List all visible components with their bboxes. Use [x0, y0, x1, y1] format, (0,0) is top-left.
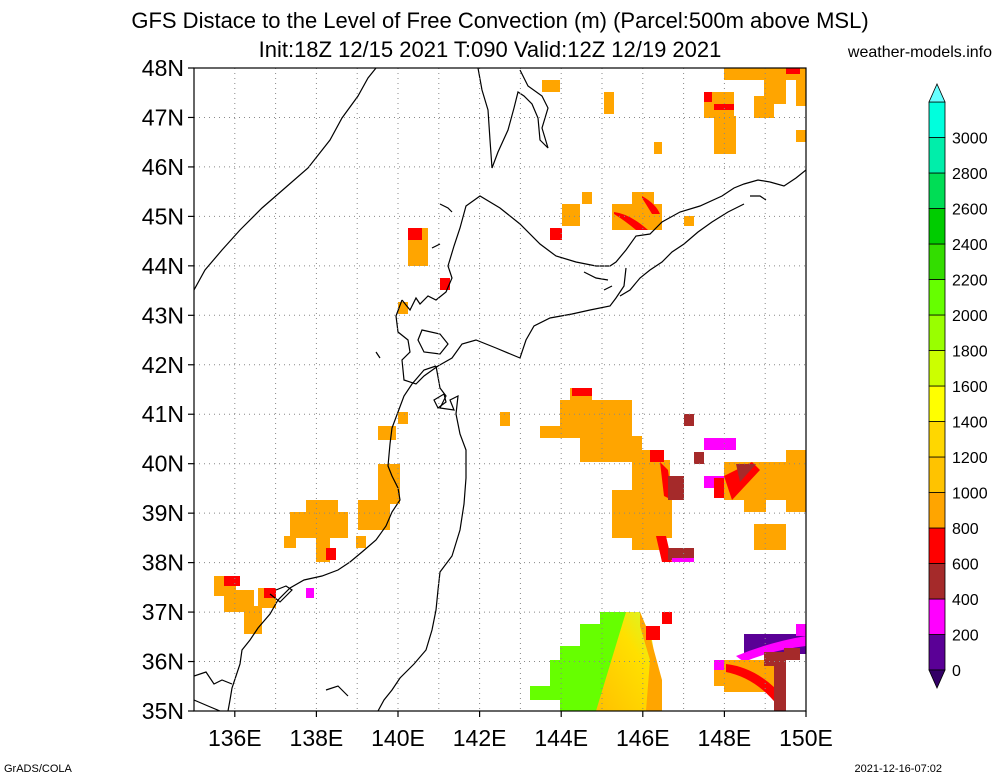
colorbar-segment [928, 314, 946, 351]
map-frame [193, 67, 807, 712]
lon-label: 140E [371, 725, 425, 751]
longitude-labels: 136E 138E 140E 142E 144E 146E 148E 150E [208, 711, 833, 751]
colorbar-label: 2400 [952, 237, 988, 254]
colorbar-segment [928, 421, 946, 458]
field-west-coast [214, 228, 450, 634]
colorbar-bottom-arrow [928, 669, 946, 689]
lat-label: 42N [142, 352, 184, 378]
lon-label: 138E [290, 725, 344, 751]
colorbar-label: 1400 [952, 415, 988, 432]
colorbar-label: 2800 [952, 166, 988, 183]
colorbar-top-arrow [928, 83, 946, 103]
field-southeast [530, 612, 806, 711]
lon-label: 142E [453, 725, 507, 751]
colorbar-segment [928, 172, 946, 209]
convection-shading [214, 68, 806, 711]
colorbar-label: 0 [952, 663, 961, 680]
lat-label: 48N [142, 55, 184, 81]
lon-label: 150E [779, 725, 833, 751]
lat-label: 41N [142, 401, 184, 427]
colorbar-segment [928, 563, 946, 600]
lon-label: 144E [534, 725, 588, 751]
map-subtitle: Init:18Z 12/15 2021 T:090 Valid:12Z 12/1… [258, 37, 722, 62]
colorbar-label: 3000 [952, 131, 988, 148]
lon-label: 148E [698, 725, 752, 751]
colorbar-segment [928, 527, 946, 564]
colorbar-segment [928, 101, 946, 138]
lon-label: 136E [208, 725, 262, 751]
site-credit: weather-models.info [847, 44, 992, 61]
lat-label: 40N [142, 451, 184, 477]
colorbar-label: 1600 [952, 379, 988, 396]
colorbar-segment [928, 456, 946, 493]
colorbar-label: 200 [952, 628, 979, 645]
colorbar-label: 800 [952, 521, 979, 538]
colorbar-label: 1800 [952, 344, 988, 361]
colorbar-label: 1000 [952, 486, 988, 503]
latitude-labels: 35N 36N 37N 38N 39N 40N 41N 42N 43N 44N 45N 46N 47N 4… [142, 55, 194, 724]
lat-label: 46N [142, 154, 184, 180]
lat-label: 39N [142, 500, 184, 526]
field-east-offshore [500, 388, 806, 562]
colorbar-label: 2600 [952, 202, 988, 219]
colorbar: 0 200 400 600 800 1000 1200 1400 1600 1800 2000 220… [928, 83, 988, 689]
lat-label: 36N [142, 649, 184, 675]
colorbar-segment [928, 243, 946, 280]
colorbar-segment [928, 137, 946, 174]
coastlines [194, 68, 806, 711]
lat-label: 38N [142, 550, 184, 576]
colorbar-segment [928, 385, 946, 422]
colorbar-segment [928, 492, 946, 529]
colorbar-label: 600 [952, 557, 979, 574]
colorbar-label: 400 [952, 592, 979, 609]
graticule [194, 68, 806, 711]
lat-label: 35N [142, 698, 184, 724]
lat-label: 44N [142, 253, 184, 279]
lat-label: 45N [142, 203, 184, 229]
lat-label: 47N [142, 104, 184, 130]
lat-label: 37N [142, 599, 184, 625]
lat-label: 43N [142, 302, 184, 328]
lon-label: 146E [616, 725, 670, 751]
colorbar-segment [928, 208, 946, 245]
colorbar-label: 1200 [952, 450, 988, 467]
colorbar-segment [928, 634, 946, 671]
colorbar-segment [928, 350, 946, 387]
field-north [542, 68, 806, 240]
colorbar-segment [928, 279, 946, 316]
footer-timestamp: 2021-12-16-07:02 [854, 763, 942, 775]
colorbar-segment [928, 598, 946, 635]
footer-credit: GrADS/COLA [4, 763, 72, 775]
colorbar-label: 2000 [952, 308, 988, 325]
colorbar-label: 2200 [952, 273, 988, 290]
map-title: GFS Distace to the Level of Free Convect… [131, 8, 869, 33]
